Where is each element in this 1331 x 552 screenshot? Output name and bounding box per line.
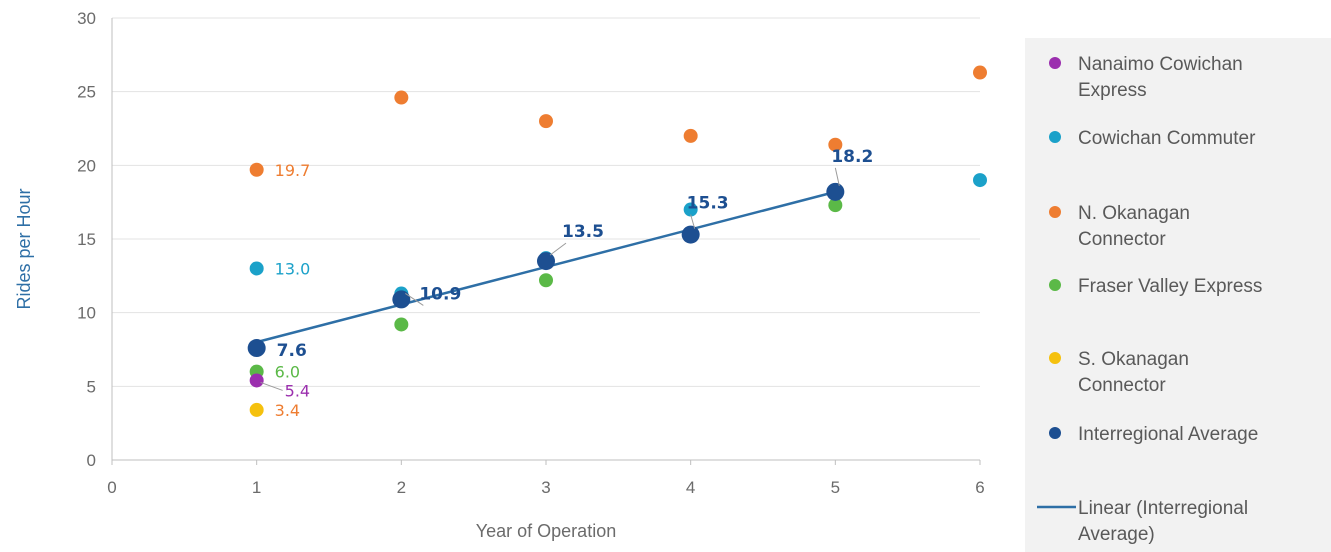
- point-s-okanagan-connector-year-1: [249, 402, 264, 417]
- legend-background: [1025, 38, 1331, 552]
- data-label-nanaimo-cowichan-express-0: 5.4: [285, 381, 310, 400]
- legend-label-nanaimo-cowichan-express: Nanaimo Cowichan: [1078, 54, 1243, 75]
- leader-line-interregional-average-3: [690, 214, 696, 229]
- data-label-interregional-average-1: 10.9: [419, 284, 461, 304]
- x-tick-label-5: 5: [831, 478, 840, 497]
- y-axis-title: Rides per Hour: [14, 188, 34, 309]
- legend-label-s-okanagan-connector-line2: Connector: [1078, 375, 1166, 396]
- legend-label-linear-interregional-average-: Linear (Interregional: [1078, 498, 1248, 519]
- point-n-okanagan-connector-year-5: [828, 137, 843, 152]
- legend-label-nanaimo-cowichan-express-line2: Express: [1078, 80, 1147, 101]
- point-fraser-valley-express-year-5: [828, 198, 843, 213]
- tick-labels: 0 5 10 15 20 25 30 0 1 2 3 4 5 6: [77, 9, 985, 497]
- x-tick-label-2: 2: [397, 478, 406, 497]
- legend-marker-fraser-valley-express: [1049, 279, 1061, 291]
- x-tick-label-4: 4: [686, 478, 695, 497]
- y-tick-label-15: 15: [77, 230, 96, 249]
- leader-line-interregional-average-2: [549, 242, 567, 256]
- leader-line-nanaimo-cowichan-express: [260, 381, 283, 391]
- data-label-interregional-average-2: 13.5: [562, 222, 604, 242]
- axes: [111, 18, 981, 465]
- point-interregional-average-year-3: [537, 252, 555, 271]
- point-n-okanagan-connector-year-6: [973, 65, 987, 80]
- point-fraser-valley-express-year-3: [539, 273, 553, 288]
- legend-label-cowichan-commuter: Cowichan Commuter: [1078, 128, 1256, 149]
- data-labels: 5.4 13.0 19.7 6.0 3.4 7.6 10.9 13.5 15.3 18.2: [260, 147, 873, 420]
- point-interregional-average-year-2: [392, 290, 411, 309]
- data-label-interregional-average-4: 18.2: [831, 147, 873, 167]
- y-tick-label-10: 10: [77, 304, 96, 323]
- point-n-okanagan-connector-year-4: [683, 128, 698, 143]
- data-label-interregional-average-3: 15.3: [687, 194, 729, 214]
- legend: Nanaimo Cowichan Express Cowichan Commuter…: [1025, 38, 1331, 552]
- legend-label-s-okanagan-connector: S. Okanagan: [1078, 349, 1189, 370]
- legend-marker-interregional-average: [1049, 427, 1061, 439]
- legend-marker-s-okanagan-connector: [1049, 352, 1061, 364]
- point-fraser-valley-express-year-2: [394, 317, 409, 332]
- x-axis-title: Year of Operation: [476, 521, 616, 541]
- y-tick-label-30: 30: [77, 9, 96, 28]
- point-interregional-average-year-1: [247, 339, 266, 358]
- point-n-okanagan-connector-year-2: [394, 90, 409, 105]
- y-tick-label-20: 20: [77, 156, 96, 175]
- legend-label-interregional-average: Interregional Average: [1078, 424, 1258, 445]
- legend-label-n-okanagan-connector: N. Okanagan: [1078, 203, 1190, 224]
- data-label-s-okanagan-connector-0: 3.4: [275, 401, 300, 420]
- point-interregional-average-year-5: [826, 182, 845, 201]
- x-tick-label-3: 3: [541, 478, 550, 497]
- legend-marker-n-okanagan-connector: [1049, 206, 1061, 218]
- point-cowichan-commuter-year-4: [683, 202, 698, 217]
- legend-marker-nanaimo-cowichan-express: [1049, 57, 1061, 69]
- data-label-n-okanagan-connector-0: 19.7: [275, 161, 311, 180]
- gridlines: [112, 17, 980, 387]
- x-tick-label-6: 6: [975, 478, 984, 497]
- data-points: [247, 65, 987, 417]
- point-cowichan-commuter-year-6: [973, 173, 987, 188]
- x-tick-label-0: 0: [107, 478, 116, 497]
- point-n-okanagan-connector-year-3: [539, 114, 553, 129]
- y-tick-label-5: 5: [87, 377, 96, 396]
- leader-line-interregional-average-4: [834, 167, 840, 186]
- legend-label-linear-interregional-average--line2: Average): [1078, 524, 1155, 545]
- point-n-okanagan-connector-year-1: [249, 162, 264, 177]
- data-label-fraser-valley-express-0: 6.0: [275, 363, 300, 382]
- legend-label-fraser-valley-express: Fraser Valley Express: [1078, 276, 1262, 297]
- point-cowichan-commuter-year-1: [249, 261, 264, 276]
- legend-label-n-okanagan-connector-line2: Connector: [1078, 229, 1166, 250]
- x-tick-label-1: 1: [252, 478, 261, 497]
- point-interregional-average-year-4: [681, 225, 700, 244]
- point-nanaimo-cowichan-express-year-1: [249, 373, 264, 388]
- data-label-interregional-average-0: 7.6: [277, 341, 307, 361]
- leader-line-interregional-average-1: [405, 292, 424, 306]
- data-label-cowichan-commuter-0: 13.0: [275, 259, 311, 278]
- legend-marker-cowichan-commuter: [1049, 131, 1061, 143]
- y-tick-label-0: 0: [87, 451, 96, 470]
- y-tick-label-25: 25: [77, 83, 96, 102]
